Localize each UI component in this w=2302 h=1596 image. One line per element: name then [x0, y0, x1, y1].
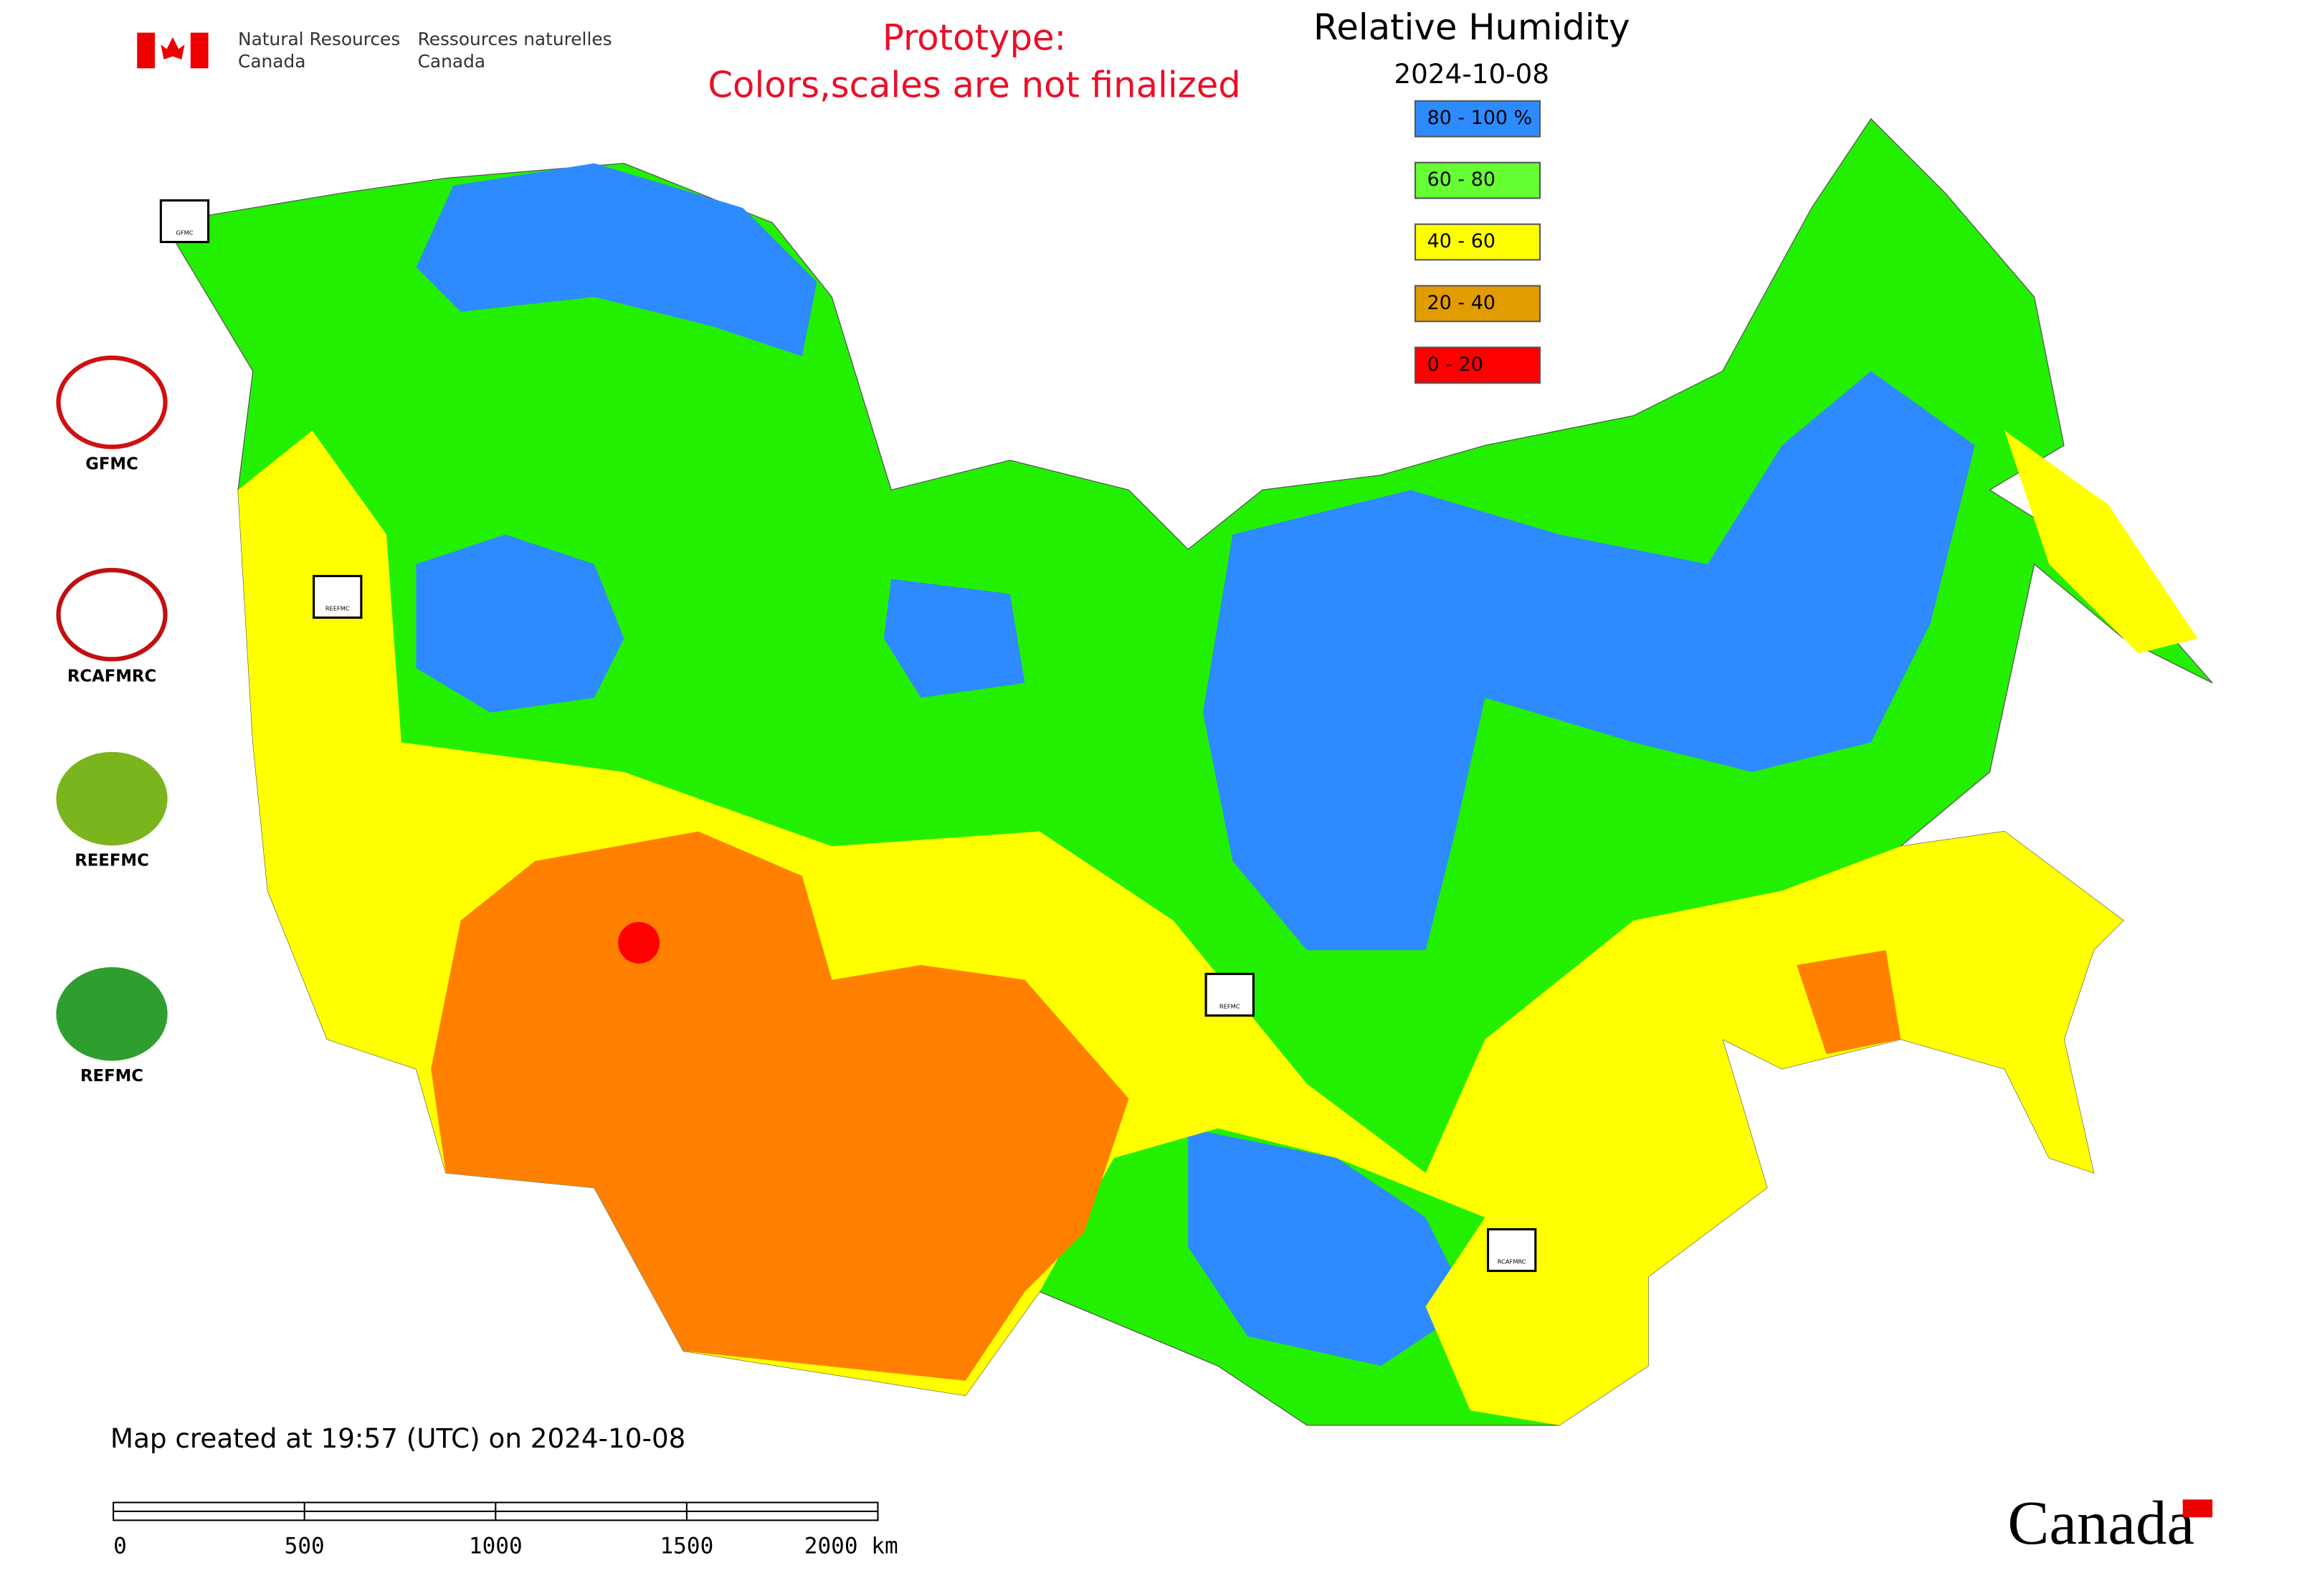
zone-orange	[1797, 950, 1901, 1055]
stamp-label: RCAFMRC	[1498, 1258, 1526, 1265]
scale-label: 2000 km	[804, 1534, 898, 1559]
stamp-label: REFMC	[1219, 1002, 1240, 1010]
legend-swatch	[1414, 223, 1541, 261]
scale-label: 1000	[469, 1534, 523, 1559]
logo-emblem	[56, 355, 168, 450]
zone-red	[618, 921, 660, 964]
flag-bar	[137, 32, 156, 69]
logo-label: REFMC	[80, 1067, 143, 1086]
map-title: Relative Humidity	[1313, 6, 1630, 48]
stamp-frame	[1486, 1227, 1537, 1273]
zone-blue	[883, 579, 1025, 698]
logo-label: RCAFMRC	[67, 668, 156, 686]
canada-flag	[137, 32, 209, 69]
stamp-label: REEFMC	[325, 604, 350, 612]
stamp-frame	[1204, 972, 1255, 1017]
zone-blue	[416, 163, 817, 356]
dept-fr: Ressources naturelles	[418, 29, 612, 49]
legend-label: 60 - 80	[1427, 168, 1495, 191]
flag-bar	[190, 32, 209, 69]
legend-label: 80 - 100 %	[1427, 107, 1533, 129]
map-date: 2024-10-08	[1394, 58, 1549, 90]
zone-blue	[1202, 371, 1975, 951]
flag-leaf	[161, 37, 185, 60]
zone-yellow	[2004, 430, 2198, 654]
map	[163, 118, 2213, 1426]
zone-blue	[1188, 1128, 1470, 1367]
map-stamps: GFMC REEFMC REFMC RCAFMRC	[159, 199, 1537, 1273]
logo-label: GFMC	[85, 455, 138, 474]
logo-emblem	[56, 967, 168, 1061]
notice: Prototype:	[883, 16, 1066, 58]
legend-swatch	[1414, 285, 1541, 323]
logos: GFMC RCAFMRC REEFMC REFMC	[56, 355, 168, 1086]
logo-label: REEFMC	[75, 852, 149, 870]
notice: Colors,scales are not finalized	[708, 65, 1240, 106]
scale-label: 0	[113, 1534, 127, 1559]
dept-fr: Canada	[418, 51, 485, 72]
legend-label: 40 - 60	[1427, 230, 1495, 252]
canada-wordmark: Canada	[2007, 1488, 2194, 1557]
wordmark-flag	[2182, 1499, 2213, 1518]
legend-label: 20 - 40	[1427, 292, 1495, 314]
stamp-frame	[159, 199, 210, 244]
footnote: Map created at 19:57 (UTC) on 2024-10-08	[110, 1422, 685, 1454]
legend-swatch	[1414, 346, 1541, 384]
logo-emblem	[56, 568, 168, 662]
zone-orange	[431, 831, 1129, 1381]
legend-swatch	[1414, 100, 1541, 138]
scale-bar: 0 500 1000 1500 2000 km	[113, 1501, 898, 1559]
legend-swatch	[1414, 161, 1541, 199]
dept-en: Canada	[238, 51, 305, 72]
dept-en: Natural Resources	[238, 29, 400, 49]
zone-blue	[416, 534, 624, 713]
legend: 80 - 100 % 60 - 80 40 - 60 20 - 40 0 - 20	[1414, 100, 1541, 384]
legend-label: 0 - 20	[1427, 353, 1483, 376]
scale-label: 1500	[660, 1534, 713, 1559]
stamp-label: GFMC	[176, 229, 193, 237]
stamp-frame	[313, 574, 363, 619]
scale-label: 500	[285, 1534, 325, 1559]
logo-emblem	[56, 751, 168, 846]
